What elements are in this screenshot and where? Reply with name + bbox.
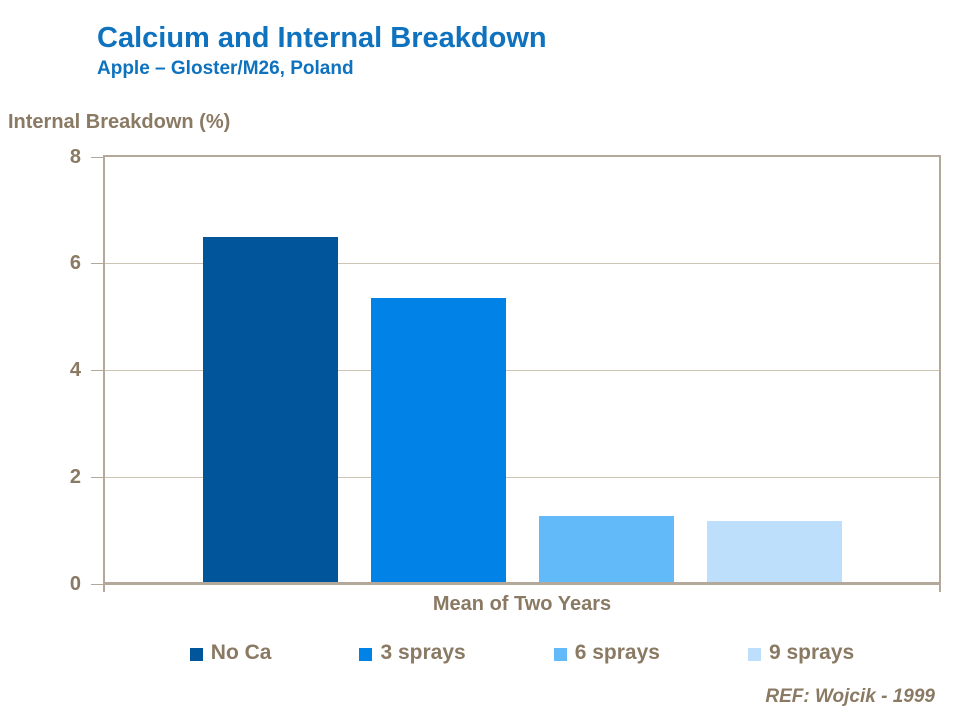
legend-marker-icon [189,647,203,661]
y-tick-label-8: 8 [69,145,81,168]
y-axis-title: Internal Breakdown (%) [8,111,231,133]
plot-area [103,155,941,585]
legend-marker-icon [359,647,373,661]
legend-item-9-sprays: 9 sprays [747,641,855,665]
y-tick-label-6: 6 [69,252,81,275]
bar-9-sprays [706,521,842,582]
y-tick-label-0: 0 [69,572,81,595]
legend: No Ca 3 sprays 6 sprays 9 sprays [103,641,941,665]
bar-6-sprays [538,516,674,582]
gridline-y-6 [105,263,939,265]
page-title: Calcium and Internal Breakdown [97,22,547,54]
bar-no-ca [202,237,338,582]
y-tick-mark-6 [91,263,103,265]
x-axis-label: Mean of Two Years [432,593,612,615]
y-tick-mark-8 [91,156,103,158]
y-tick-label-4: 4 [69,359,81,381]
legend-item-6-sprays: 6 sprays [553,641,660,665]
legend-label: 6 sprays [574,641,660,664]
y-tick-mark-2 [91,476,103,478]
y-tick-mark-0 [91,583,103,585]
x-axis-end-tick-0 [103,582,105,592]
legend-item-no-ca: No Ca [189,641,272,665]
legend-label: 9 sprays [768,641,855,664]
legend-label: No Ca [210,641,272,664]
gridline-y-4 [105,370,939,371]
legend-marker-icon [553,647,567,661]
y-tick-mark-4 [91,370,103,371]
reference-text: REF: Wojcik - 1999 [765,686,935,707]
legend-label: 3 sprays [380,641,466,664]
y-tick-label-2: 2 [69,465,81,488]
page-subtitle: Apple – Gloster/M26, Poland [97,58,354,79]
legend-item-3-sprays: 3 sprays [359,641,466,665]
bar-3-sprays [370,298,506,582]
gridline-y-2 [105,476,939,478]
legend-marker-icon [747,647,761,661]
x-axis-end-tick-1 [939,582,941,592]
